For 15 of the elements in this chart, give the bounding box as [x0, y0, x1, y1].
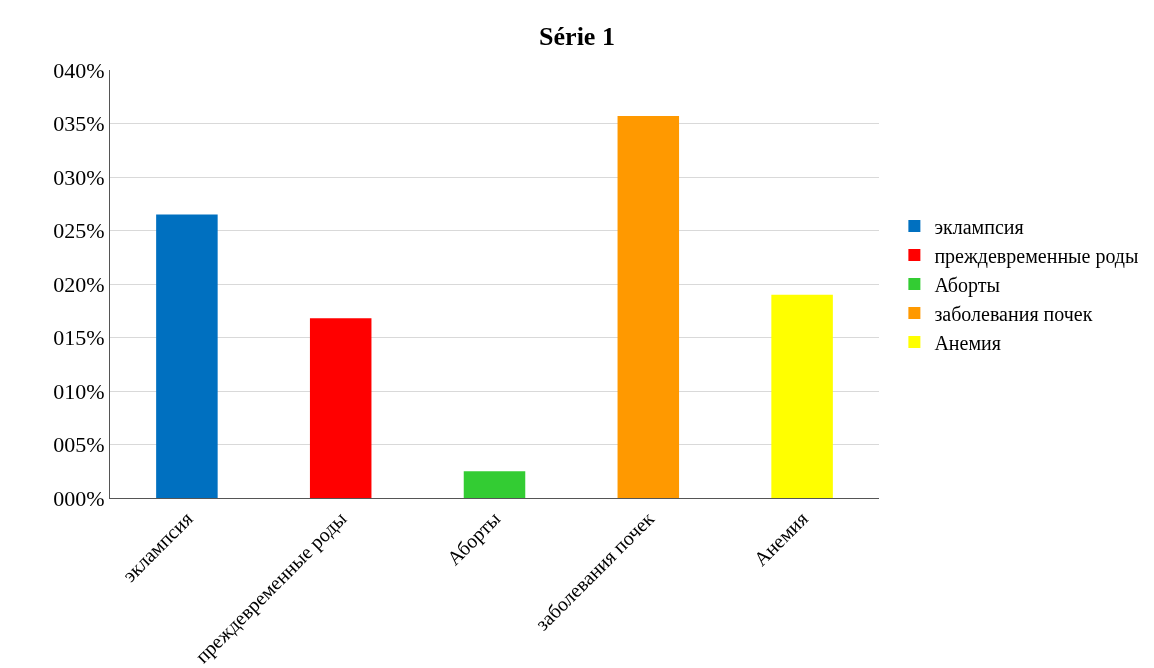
- y-tick-label: 000%: [53, 485, 105, 511]
- chart-title: Série 1: [539, 21, 615, 51]
- y-tick-label: 005%: [53, 432, 105, 458]
- legend-label: эклампсия: [934, 215, 1024, 238]
- legend-label: преждевременные роды: [934, 244, 1139, 268]
- legend-label: Аборты: [934, 273, 1000, 297]
- y-tick-label: 030%: [53, 164, 105, 190]
- y-tick-label: 015%: [53, 325, 105, 351]
- y-tick-label: 035%: [53, 111, 105, 137]
- y-tick-label: 025%: [53, 218, 105, 244]
- legend-label: заболевания почек: [934, 302, 1093, 325]
- y-tick-label: 040%: [53, 57, 105, 83]
- y-tick-label: 020%: [53, 271, 105, 297]
- y-tick-label: 010%: [53, 378, 105, 404]
- legend-label: Анемия: [934, 331, 1001, 354]
